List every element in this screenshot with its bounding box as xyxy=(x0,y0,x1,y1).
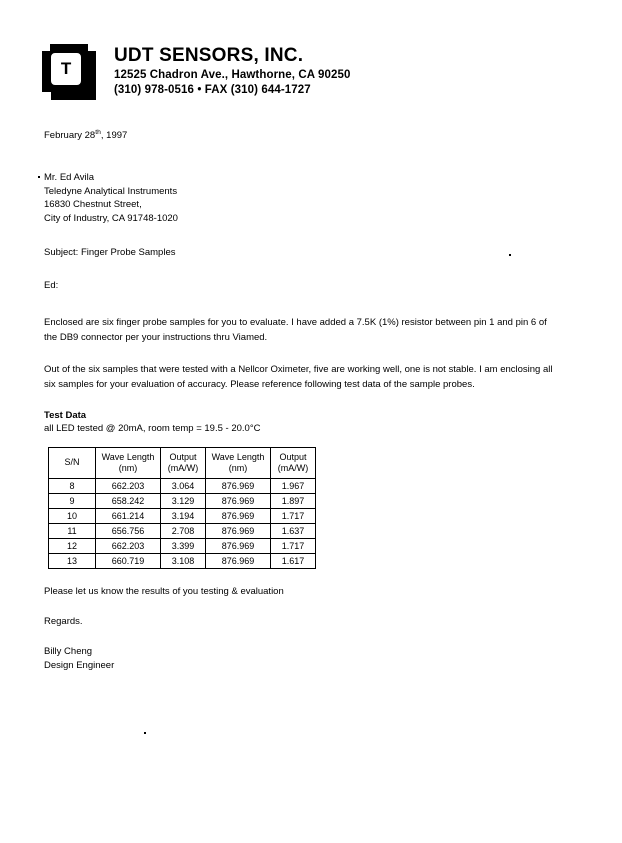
table-row: 11 656.756 2.708 876.969 1.637 xyxy=(48,523,316,540)
company-phone-fax: (310) 978-0516 • FAX (310) 644-1727 xyxy=(114,84,311,96)
cell-sn: 8 xyxy=(48,478,96,495)
column-header-output-1-unit: (mA/W) xyxy=(167,463,199,474)
cell-sn: 12 xyxy=(48,538,96,555)
table-row: 12 662.203 3.399 876.969 1.717 xyxy=(48,538,316,555)
cell-wavelength-2: 876.969 xyxy=(205,523,271,540)
company-name: UDT SENSORS, INC. xyxy=(114,45,304,66)
cell-output-1: 3.399 xyxy=(160,538,206,555)
body-paragraph-2: Out of the six samples that were tested … xyxy=(44,364,553,391)
column-header-output-2: Output (mA/W) xyxy=(270,447,316,480)
date-month-day: February 28 xyxy=(44,130,96,142)
column-header-wavelength-1: Wave Length (nm) xyxy=(95,447,161,480)
scan-speck xyxy=(38,176,40,178)
table-body: 8 662.203 3.064 876.969 1.967 9 658.242 … xyxy=(48,478,316,570)
logo-notch-bottom-left xyxy=(42,92,51,100)
cell-sn: 11 xyxy=(48,523,96,540)
letterhead-text: UDT SENSORS, INC. 12525 Chadron Ave., Ha… xyxy=(114,44,351,98)
logo-letter-t: T xyxy=(60,59,72,78)
cell-output-1: 3.129 xyxy=(160,493,206,510)
cell-output-2: 1.637 xyxy=(270,523,316,540)
table-row: 10 661.214 3.194 876.969 1.717 xyxy=(48,508,316,525)
test-data-conditions: all LED tested @ 20mA, room temp = 19.5 … xyxy=(44,423,261,435)
cell-sn: 9 xyxy=(48,493,96,510)
recipient-address-block: Mr. Ed Avila Teledyne Analytical Instrum… xyxy=(44,171,574,225)
cell-wavelength-1: 661.214 xyxy=(95,508,161,525)
column-header-wavelength-2-line1: Wave Length xyxy=(211,451,265,462)
column-header-output-2-line1: Output xyxy=(279,451,307,462)
cell-output-2: 1.897 xyxy=(270,493,316,510)
logo-inner-frame: T xyxy=(51,53,81,85)
column-header-wavelength-2: Wave Length (nm) xyxy=(205,447,271,480)
recipient-company: Teledyne Analytical Instruments xyxy=(44,185,178,197)
signature-title: Design Engineer xyxy=(44,660,115,672)
letter-body: February 28th, 1997 Mr. Ed Avila Teledyn… xyxy=(44,126,574,673)
logo-notch-top-right xyxy=(88,44,96,51)
column-header-output-2-unit: (mA/W) xyxy=(277,463,309,474)
table-header-row: S/N Wave Length (nm) Output (mA/W) Wave … xyxy=(48,447,316,480)
cell-wavelength-1: 660.719 xyxy=(95,553,161,570)
signature-name: Billy Cheng xyxy=(44,646,93,658)
date-ordinal-suffix: th xyxy=(95,129,101,136)
table-row: 9 658.242 3.129 876.969 1.897 xyxy=(48,493,316,510)
company-address: 12525 Chadron Ave., Hawthorne, CA 90250 xyxy=(114,69,351,81)
column-header-wavelength-1-line1: Wave Length xyxy=(101,451,155,462)
cell-sn: 10 xyxy=(48,508,96,525)
table-header: S/N Wave Length (nm) Output (mA/W) Wave … xyxy=(48,447,316,480)
cell-output-2: 1.717 xyxy=(270,508,316,525)
letter-closing: Please let us know the results of you te… xyxy=(44,585,574,673)
cell-wavelength-1: 658.242 xyxy=(95,493,161,510)
signature-block: Billy Cheng Design Engineer xyxy=(44,645,574,673)
cell-wavelength-2: 876.969 xyxy=(205,493,271,510)
closing-regards: Regards. xyxy=(44,616,83,628)
cell-output-1: 3.194 xyxy=(160,508,206,525)
column-header-wavelength-2-unit: (nm) xyxy=(228,463,248,474)
cell-wavelength-2: 876.969 xyxy=(205,508,271,525)
column-header-wavelength-1-unit: (nm) xyxy=(118,463,138,474)
column-header-output-1: Output (mA/W) xyxy=(160,447,206,480)
table-row: 13 660.719 3.108 876.969 1.617 xyxy=(48,553,316,570)
letterhead: T UDT SENSORS, INC. 12525 Chadron Ave., … xyxy=(42,44,351,100)
test-data-table: S/N Wave Length (nm) Output (mA/W) Wave … xyxy=(48,447,316,570)
scan-speck xyxy=(509,254,511,256)
recipient-city-state-zip: City of Industry, CA 91748-1020 xyxy=(44,212,178,224)
column-header-sn-line1: S/N xyxy=(64,457,80,468)
test-data-heading: Test Data xyxy=(44,410,87,422)
cell-sn: 13 xyxy=(48,553,96,570)
cell-output-1: 2.708 xyxy=(160,523,206,540)
cell-wavelength-1: 662.203 xyxy=(95,478,161,495)
cell-wavelength-1: 662.203 xyxy=(95,538,161,555)
cell-output-1: 3.064 xyxy=(160,478,206,495)
cell-wavelength-1: 656.756 xyxy=(95,523,161,540)
body-paragraph-1: Enclosed are six finger probe samples fo… xyxy=(44,317,547,344)
closing-request: Please let us know the results of you te… xyxy=(44,586,284,598)
logo-notch-top-left xyxy=(42,44,50,51)
cell-output-2: 1.717 xyxy=(270,538,316,555)
salutation: Ed: xyxy=(44,280,59,292)
cell-wavelength-2: 876.969 xyxy=(205,538,271,555)
cell-wavelength-2: 876.969 xyxy=(205,478,271,495)
letter-date: February 28th, 1997 xyxy=(44,126,574,142)
column-header-sn: S/N xyxy=(48,447,96,480)
table-row: 8 662.203 3.064 876.969 1.967 xyxy=(48,478,316,495)
recipient-name: Mr. Ed Avila xyxy=(44,172,94,184)
cell-output-2: 1.617 xyxy=(270,553,316,570)
cell-output-1: 3.108 xyxy=(160,553,206,570)
cell-wavelength-2: 876.969 xyxy=(205,553,271,570)
scan-speck xyxy=(144,732,146,734)
udt-logo: T xyxy=(42,44,96,100)
date-year: , 1997 xyxy=(100,130,128,142)
subject-line: Subject: Finger Probe Samples xyxy=(44,247,176,259)
cell-output-2: 1.967 xyxy=(270,478,316,495)
recipient-street: 16830 Chestnut Street, xyxy=(44,199,142,211)
column-header-output-1-line1: Output xyxy=(169,451,197,462)
